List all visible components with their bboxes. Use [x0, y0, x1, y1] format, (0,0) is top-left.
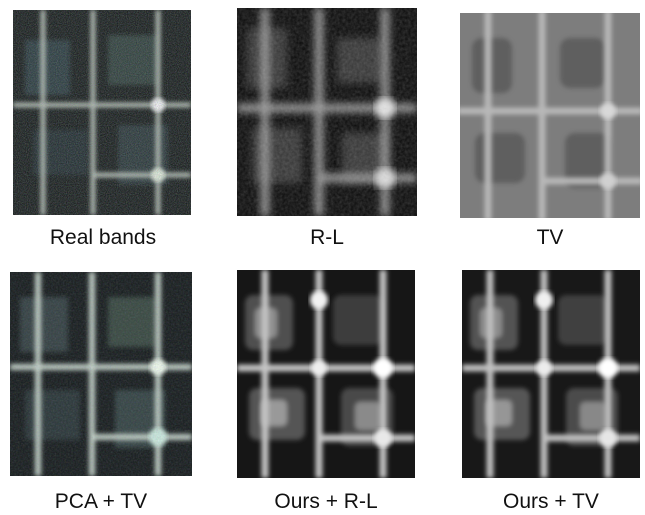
- image-r-l: [237, 8, 417, 216]
- caption-ours-tv: Ours + TV: [503, 490, 599, 513]
- image-ours-r-l: [237, 270, 415, 478]
- caption-ours-r-l: Ours + R-L: [274, 490, 378, 513]
- image-pca-tv: [10, 272, 192, 476]
- image-tv: [460, 13, 640, 218]
- caption-tv: TV: [536, 226, 564, 249]
- caption-r-l: R-L: [310, 226, 344, 249]
- caption-real-bands: Real bands: [49, 226, 157, 249]
- image-real-bands: [13, 10, 191, 215]
- caption-pca-tv: PCA + TV: [54, 490, 148, 513]
- image-ours-tv: [462, 270, 640, 478]
